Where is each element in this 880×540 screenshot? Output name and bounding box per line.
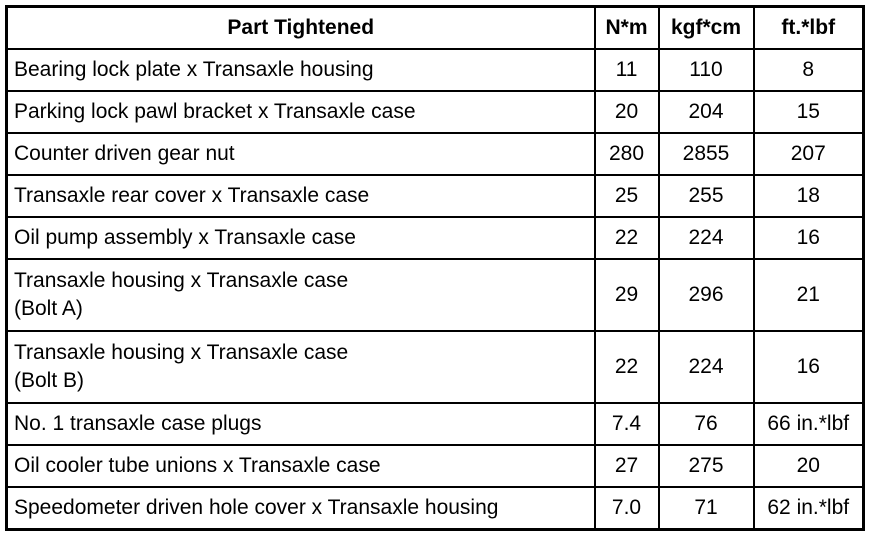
table-row: Transaxle rear cover x Transaxle case 25 2… [5,174,865,218]
value-cell: 76 [657,402,755,446]
value-cell: 224 [657,216,755,260]
value-cell: 2855 [657,132,755,176]
header-cell: Part Tightened [5,5,596,50]
value-cell: 29 [593,258,660,332]
part-cell: Transaxle housing x Transaxle case (Bolt… [5,330,596,404]
header-row: Part Tightened N*m kgf*cm ft.*lbf [5,5,865,50]
part-cell: Transaxle housing x Transaxle case (Bolt… [5,258,596,332]
value-cell: 110 [657,48,755,92]
value-cell: 7.0 [593,486,660,531]
table-row: Speedometer driven hole cover x Transaxl… [5,486,865,531]
value-cell: 296 [657,258,755,332]
table-row: Transaxle housing x Transaxle case (Bolt… [5,258,865,332]
value-cell: 255 [657,174,755,218]
part-cell: Oil pump assembly x Transaxle case [5,216,596,260]
value-cell: 71 [657,486,755,531]
value-cell: 11 [593,48,660,92]
value-cell: 18 [752,174,865,218]
value-cell: 20 [593,90,660,134]
value-cell: 66 in.*lbf [752,402,865,446]
value-cell: 16 [752,330,865,404]
part-cell: Speedometer driven hole cover x Transaxl… [5,486,596,531]
value-cell: 20 [752,444,865,488]
value-cell: 224 [657,330,755,404]
table-row: Transaxle housing x Transaxle case (Bolt… [5,330,865,404]
value-cell: 16 [752,216,865,260]
value-cell: 22 [593,216,660,260]
part-cell: Bearing lock plate x Transaxle housing [5,48,596,92]
value-cell: 25 [593,174,660,218]
table-row: Oil pump assembly x Transaxle case 22 224 1… [5,216,865,260]
value-cell: 8 [752,48,865,92]
value-cell: 207 [752,132,865,176]
header-cell: ft.*lbf [752,5,865,50]
value-cell: 275 [657,444,755,488]
table-row: Oil cooler tube unions x Transaxle case 2… [5,444,865,488]
header-cell: N*m [593,5,660,50]
part-cell: Parking lock pawl bracket x Transaxle ca… [5,90,596,134]
value-cell: 15 [752,90,865,134]
value-cell: 62 in.*lbf [752,486,865,531]
value-cell: 27 [593,444,660,488]
value-cell: 21 [752,258,865,332]
part-cell: Oil cooler tube unions x Transaxle case [5,444,596,488]
value-cell: 204 [657,90,755,134]
table-row: Counter driven gear nut 280 2855 207 [5,132,865,176]
value-cell: 280 [593,132,660,176]
part-cell: Counter driven gear nut [5,132,596,176]
value-cell: 7.4 [593,402,660,446]
table-row: No. 1 transaxle case plugs 7.4 76 66 in.*lb… [5,402,865,446]
table-row: Bearing lock plate x Transaxle housing 11… [5,48,865,92]
part-cell: No. 1 transaxle case plugs [5,402,596,446]
part-cell: Transaxle rear cover x Transaxle case [5,174,596,218]
torque-table: Part Tightened N*m kgf*cm ft.*lbf Bearing l… [5,5,865,531]
value-cell: 22 [593,330,660,404]
table-row: Parking lock pawl bracket x Transaxle ca… [5,90,865,134]
header-cell: kgf*cm [657,5,755,50]
